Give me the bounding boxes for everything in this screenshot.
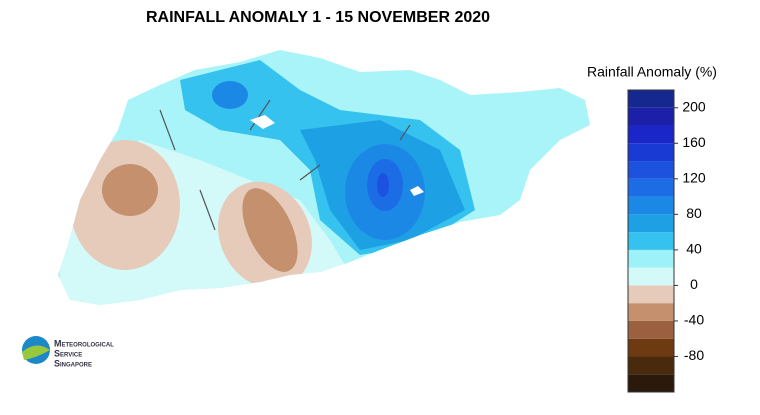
colorbar-band <box>628 249 674 268</box>
colorbar-tick-label: 120 <box>682 170 706 186</box>
colorbar-band <box>628 338 674 357</box>
logo: Meteorological Service Singapore <box>22 336 114 368</box>
colorbar-frame <box>627 89 675 393</box>
colorbar-band <box>628 320 674 339</box>
colorbar-band <box>628 90 674 108</box>
colorbar-band <box>628 232 674 250</box>
colorbar-band <box>628 143 674 162</box>
colorbar-tick-label: 40 <box>686 241 702 257</box>
colorbar-tick-label: -40 <box>684 312 704 328</box>
map-title: RAINFALL ANOMALY 1 - 15 NOVEMBER 2020 <box>146 9 490 26</box>
logo-text: Service <box>54 348 82 358</box>
legend-title: Rainfall Anomaly (%) <box>587 64 717 80</box>
colorbar-band <box>628 178 674 197</box>
colorbar-tick-label: 200 <box>682 98 706 114</box>
island-map <box>58 50 590 305</box>
colorbar-band <box>628 125 674 144</box>
colorbar-tick-label: -80 <box>684 347 704 363</box>
logo-text: Singapore <box>54 358 92 368</box>
colorbar-band <box>628 285 674 304</box>
colorbar-tick-label: 0 <box>690 276 698 292</box>
colorbar-band <box>628 356 674 375</box>
colorbar-tick-label: 80 <box>686 205 702 221</box>
colorbar-band <box>628 214 674 233</box>
colorbar-band <box>628 267 674 286</box>
colorbar-band <box>628 161 674 179</box>
logo-text: Meteorological <box>54 338 114 348</box>
colorbar-band <box>628 107 674 126</box>
colorbar: 200 160 120 80 40 0 -40 -80 <box>627 89 706 393</box>
colorbar-band <box>628 303 674 321</box>
colorbar-band <box>628 196 674 215</box>
colorbar-band <box>628 374 674 392</box>
colorbar-tick-label: 160 <box>682 134 706 150</box>
